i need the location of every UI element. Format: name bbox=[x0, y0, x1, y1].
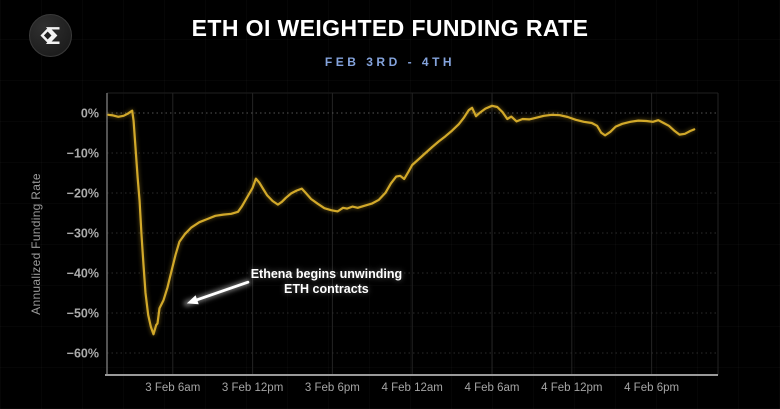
x-axis-tick-label: 4 Feb 12pm bbox=[541, 382, 602, 394]
y-axis-tick-label: −20% bbox=[67, 187, 99, 201]
x-axis-tick-label: 3 Feb 12pm bbox=[222, 382, 283, 394]
y-axis-tick-label: 0% bbox=[81, 107, 99, 121]
annotation-arrow-head bbox=[186, 295, 199, 305]
y-axis-tick-label: −10% bbox=[67, 147, 99, 161]
y-axis-tick-label: −40% bbox=[67, 267, 99, 281]
chart-subtitle: FEB 3RD - 4TH bbox=[324, 55, 456, 69]
y-axis-tick-label: −30% bbox=[67, 227, 99, 241]
chart-title: ETH OI WEIGHTED FUNDING RATE bbox=[191, 15, 589, 41]
logo-badge bbox=[29, 14, 72, 57]
annotation-text: Ethena begins unwinding bbox=[251, 267, 402, 281]
funding-rate-line bbox=[107, 104, 696, 336]
x-axis-tick-label: 4 Feb 6pm bbox=[624, 382, 679, 394]
y-axis-tick-label: −60% bbox=[67, 347, 99, 361]
y-axis-tick-label: −50% bbox=[67, 307, 99, 321]
velo-sigma-logo-icon bbox=[40, 27, 60, 44]
y-axis-title: Annualized Funding Rate bbox=[29, 173, 43, 315]
x-axis-tick-label: 3 Feb 6am bbox=[145, 382, 200, 394]
x-axis-tick-label: 4 Feb 12am bbox=[382, 382, 443, 394]
annotation-text: ETH contracts bbox=[284, 282, 369, 296]
x-axis-tick-label: 3 Feb 6pm bbox=[305, 382, 360, 394]
x-axis-tick-label: 4 Feb 6am bbox=[465, 382, 520, 394]
annotation-arrow-shaft bbox=[191, 280, 250, 303]
